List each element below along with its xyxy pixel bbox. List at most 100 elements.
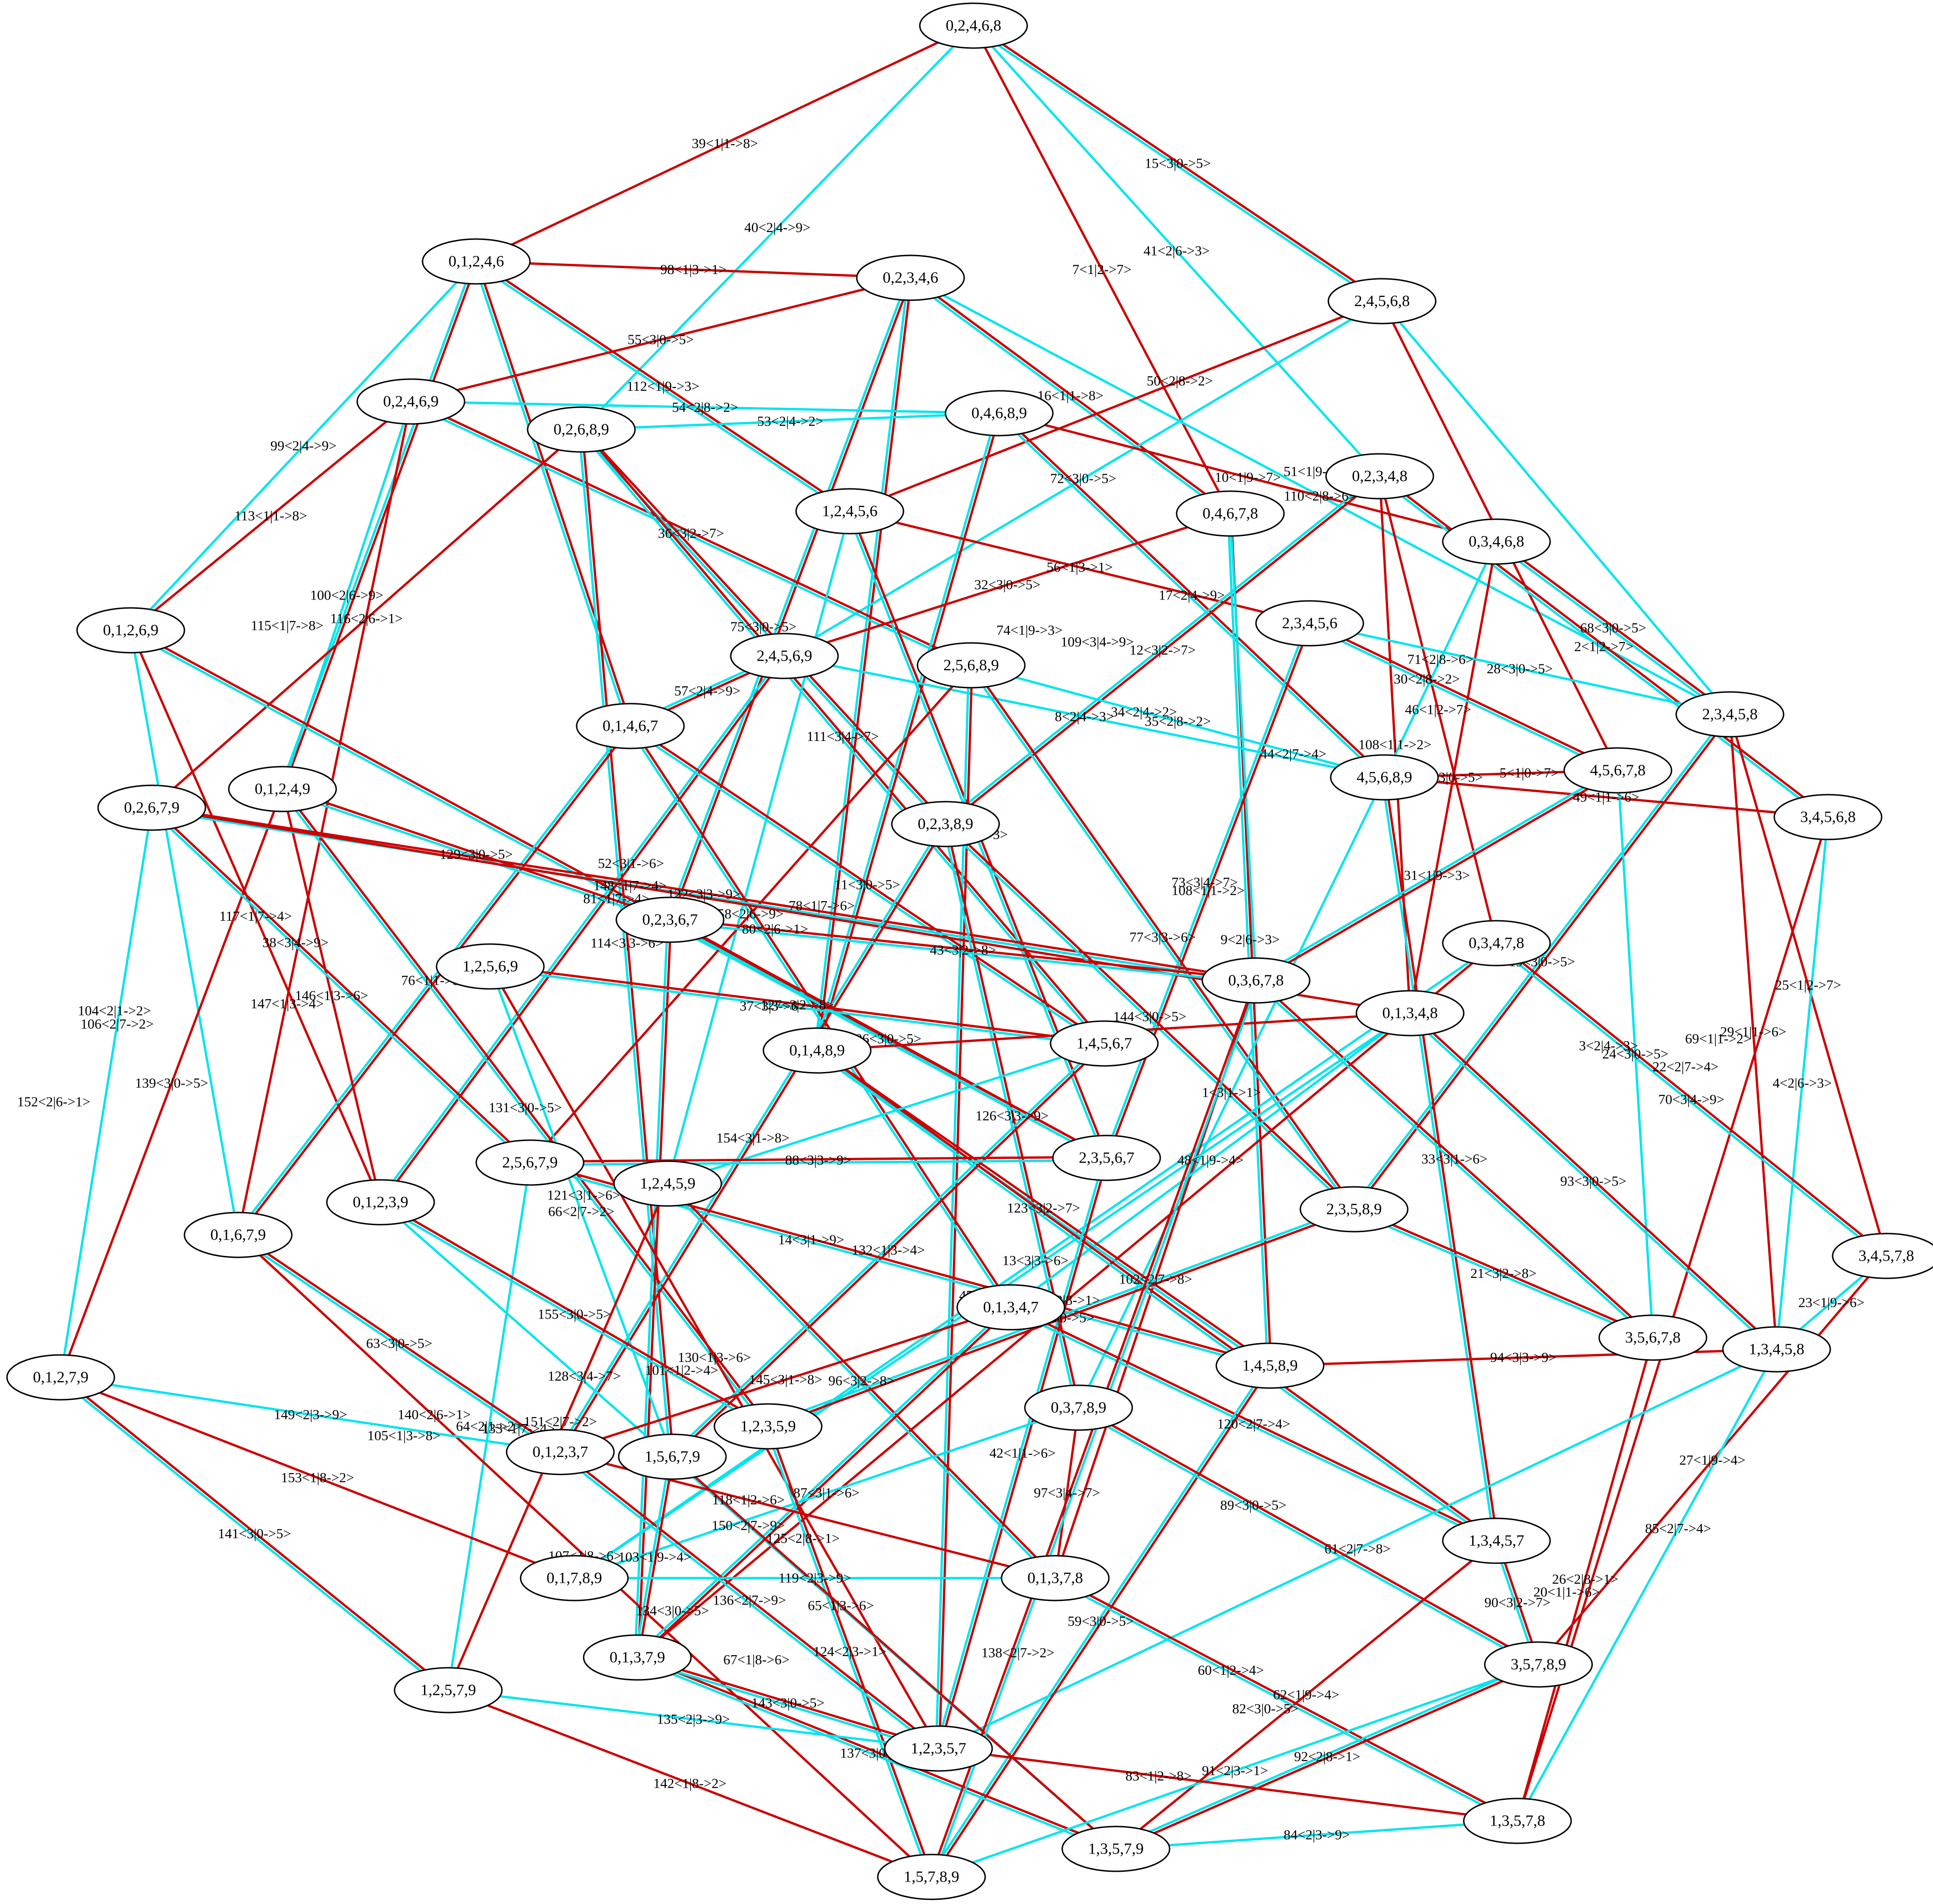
edge [635,1305,1013,1659]
state-node[interactable]: 0,2,3,4,6 [856,254,965,301]
state-node[interactable]: 3,5,6,7,8 [1598,1314,1707,1361]
state-node[interactable]: 2,4,5,6,9 [730,633,839,679]
state-node[interactable]: 1,2,3,5,7 [884,1725,993,1772]
state-node[interactable]: 2,3,5,8,9 [1299,1186,1409,1233]
node-ellipse [356,378,466,425]
state-node[interactable]: 1,3,4,5,7 [1442,1517,1551,1564]
edge-label: 14<3|1->9> [778,1232,844,1248]
state-node[interactable]: 2,3,4,5,6 [1255,600,1364,647]
state-node[interactable]: 2,3,5,6,7 [1052,1135,1161,1181]
state-node[interactable]: 3,5,7,8,9 [1484,1641,1593,1688]
edge-line-red [1054,1407,1080,1579]
edge-line-red [637,1456,675,1658]
edge-label: 70<3|4->9> [1658,1092,1725,1107]
state-node[interactable]: 0,1,2,3,7 [506,1429,615,1475]
edge-line-cyan [1309,622,1730,716]
edge [580,25,974,430]
edge-line-cyan [764,1426,931,1878]
edge [971,664,1385,779]
node-label: 0,1,3,4,8 [1383,1005,1438,1022]
edge [999,412,1497,543]
state-node[interactable]: 1,2,5,6,9 [436,943,545,990]
edge-label: 59<3|0->5> [1068,1614,1134,1629]
state-node[interactable]: 3,4,5,6,8 [1773,794,1883,840]
state-node[interactable]: 1,5,6,7,9 [618,1433,727,1480]
edge-line-red [60,1376,575,1580]
state-node[interactable]: 0,3,6,7,8 [1201,957,1311,1004]
state-node[interactable]: 0,1,3,7,9 [583,1634,692,1681]
state-node[interactable]: 0,2,6,8,9 [527,406,636,453]
state-node[interactable]: 0,4,6,8,9 [945,390,1054,437]
edge [972,25,1232,515]
state-node[interactable]: 2,4,5,6,8 [1327,278,1437,324]
edge [60,1376,561,1453]
node-ellipse [1001,1555,1110,1601]
state-node[interactable]: 1,2,3,5,9 [713,1403,823,1450]
edge-label: 16<1|1->8> [1037,388,1104,403]
state-node[interactable]: 0,1,2,3,9 [326,1179,435,1226]
state-node[interactable]: 0,1,2,4,6 [422,238,531,285]
state-node[interactable]: 1,3,4,5,8 [1722,1326,1831,1373]
state-node[interactable]: 0,2,3,6,7 [615,896,725,943]
state-node[interactable]: 0,1,4,6,7 [576,703,685,749]
state-node[interactable]: 1,4,5,8,9 [1215,1342,1325,1389]
state-node[interactable]: 3,4,5,7,8 [1832,1233,1933,1279]
edge-line-cyan [581,412,1000,431]
edge-label: 64<2|1->2> [456,1419,522,1434]
state-node[interactable]: 0,4,6,7,8 [1176,490,1285,537]
node-ellipse [917,642,1026,689]
state-node[interactable]: 0,1,2,4,9 [228,766,337,812]
node-ellipse [919,2,1028,49]
edge-line-red [1106,623,1312,1159]
state-node[interactable]: 0,1,3,4,8 [1355,990,1465,1037]
edge-label: 10<1|9->7> [1215,470,1281,485]
edge-line-cyan [931,1663,1539,1878]
state-node[interactable]: 0,3,4,6,8 [1442,518,1551,565]
state-node[interactable]: 0,2,4,6,9 [356,378,466,425]
edge [968,664,1356,1212]
state-node[interactable]: 2,5,6,8,9 [917,642,1026,689]
edge-label: 58<2|6->9> [718,906,784,922]
edge-line-cyan [636,1658,938,1752]
edge-label: 126<3|3->9> [975,1108,1049,1124]
edge-line-red [1309,621,1619,771]
node-label: 3,5,6,7,8 [1625,1329,1681,1347]
state-node[interactable]: 4,5,6,7,8 [1563,747,1672,794]
state-node[interactable]: 0,3,7,8,9 [1024,1384,1133,1431]
node-label: 0,1,3,7,8 [1028,1570,1083,1587]
edge-line-red [817,277,913,1051]
edge-line-red [1010,1305,1497,1541]
edge-label: 5<1|0->7> [1500,765,1559,781]
state-node[interactable]: 0,2,3,4,8 [1325,453,1434,500]
edge-label: 153<1|8->2> [281,1470,354,1486]
state-node[interactable]: 0,2,6,7,9 [97,784,206,831]
state-node[interactable]: 1,2,5,7,9 [394,1667,503,1714]
state-node[interactable]: 0,1,6,7,9 [183,1212,293,1258]
state-node[interactable]: 1,3,5,7,8 [1463,1798,1572,1844]
state-node[interactable]: 0,1,3,7,8 [1001,1555,1110,1601]
state-node[interactable]: 0,3,4,7,8 [1442,920,1551,966]
edge [410,276,911,403]
edge-line-cyan [968,666,1353,1212]
state-node[interactable]: 0,2,4,6,8 [919,2,1028,49]
node-label: 0,1,3,4,7 [983,1299,1039,1316]
edge-line-cyan [670,1041,1104,1456]
edge [410,400,1000,415]
state-node[interactable]: 0,1,7,8,9 [520,1555,629,1601]
state-node[interactable]: 0,2,3,8,9 [891,801,1000,847]
state-node[interactable]: 2,5,6,7,9 [475,1139,585,1186]
state-node[interactable]: 2,3,4,5,8 [1675,691,1785,738]
state-node[interactable]: 1,3,5,7,9 [1061,1826,1171,1872]
state-node[interactable]: 1,5,7,8,9 [877,1854,986,1900]
edge [943,822,1356,1212]
state-node[interactable]: 1,4,5,6,7 [1050,1020,1159,1067]
edge [558,1450,940,1751]
state-node[interactable]: 1,2,4,5,9 [613,1160,722,1207]
state-node[interactable]: 0,1,2,7,9 [6,1354,115,1401]
edge [668,918,1108,1161]
state-node[interactable]: 4,5,6,8,9 [1330,754,1439,801]
state-node[interactable]: 0,1,2,6,9 [76,607,185,654]
state-node[interactable]: 0,1,4,8,9 [762,1027,872,1074]
state-node[interactable]: 0,1,3,4,7 [956,1284,1065,1331]
state-node[interactable]: 1,2,4,5,6 [795,488,904,535]
